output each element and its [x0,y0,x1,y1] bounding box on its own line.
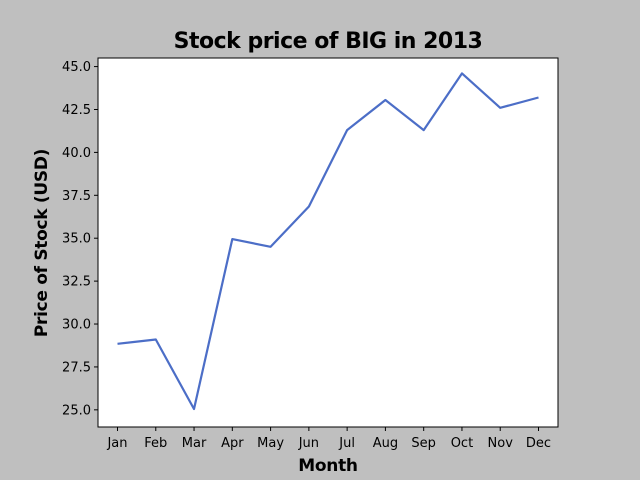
x-tick-label: Jan [106,436,127,451]
y-tick-label: 25.0 [62,403,91,418]
x-tick-label: May [257,436,284,451]
series-layer [117,72,539,411]
y-tick-label: 40.0 [62,146,91,161]
x-tick-label: Nov [488,436,514,451]
x-axis-label: Month [298,456,357,476]
y-tick-label: 37.5 [62,189,91,204]
y-axis-label: Price of Stock (USD) [32,149,52,337]
chart-title: Stock price of BIG in 2013 [174,29,483,54]
y-axis-ticks: 25.0 27.5 30.0 32.5 35.0 37.5 40.0 42.5 45.0 [62,60,98,418]
plot-area [97,57,559,428]
y-tick-label: 42.5 [62,103,91,118]
x-tick-label: Dec [526,436,551,451]
series-line [117,72,539,411]
x-tick-label: Mar [182,436,207,451]
y-tick-label: 45.0 [62,60,91,75]
y-tick-label: 27.5 [62,360,91,375]
x-axis-ticks: Jan Feb Mar Apr May Jun Jul Aug Sep Oct Nov Dec [106,427,551,451]
x-tick-label: Jul [338,436,355,451]
y-tick-label: 32.5 [62,275,91,290]
y-tick-label: 35.0 [62,232,91,247]
x-tick-label: Sep [411,436,436,451]
x-tick-label: Apr [221,436,244,451]
x-tick-label: Feb [144,436,167,451]
x-tick-label: Aug [373,436,398,451]
x-tick-label: Jun [298,436,319,451]
y-tick-label: 30.0 [62,318,91,333]
x-tick-label: Oct [451,436,473,451]
